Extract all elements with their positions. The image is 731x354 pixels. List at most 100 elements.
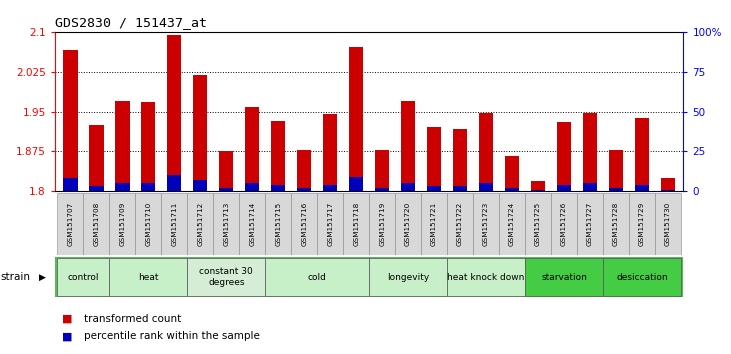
Bar [110, 258, 187, 296]
Text: GSM151714: GSM151714 [249, 202, 255, 246]
Text: GSM151715: GSM151715 [276, 202, 281, 246]
Text: GSM151727: GSM151727 [587, 202, 593, 246]
Text: GSM151728: GSM151728 [613, 202, 619, 246]
Bar [135, 193, 162, 255]
Text: control: control [68, 273, 99, 281]
Bar [505, 156, 519, 191]
Bar [609, 188, 623, 191]
Text: strain: strain [0, 272, 30, 282]
Bar [375, 188, 390, 191]
Bar [583, 113, 597, 191]
Text: heat: heat [138, 273, 159, 281]
Bar [551, 193, 577, 255]
Text: GSM151712: GSM151712 [197, 202, 203, 246]
Bar [525, 193, 551, 255]
Bar [603, 193, 629, 255]
Text: GSM151710: GSM151710 [145, 202, 151, 246]
Text: heat knock down: heat knock down [447, 273, 525, 281]
Bar [453, 129, 467, 191]
Bar [525, 258, 603, 296]
Text: ▶: ▶ [39, 273, 45, 281]
Text: GSM151708: GSM151708 [94, 202, 99, 246]
Bar [297, 188, 311, 191]
Bar [401, 183, 415, 191]
Bar [447, 258, 525, 296]
Bar [193, 180, 208, 191]
Text: longevity: longevity [387, 273, 429, 281]
Text: GSM151720: GSM151720 [405, 202, 411, 246]
Bar [635, 118, 649, 191]
Bar [655, 193, 681, 255]
Bar [323, 185, 337, 191]
Bar [115, 101, 129, 191]
Bar [349, 177, 363, 191]
Bar [375, 150, 390, 191]
Bar [291, 193, 317, 255]
Bar [421, 193, 447, 255]
Bar [479, 113, 493, 191]
Bar [635, 185, 649, 191]
Bar [187, 258, 265, 296]
Bar [369, 193, 395, 255]
Bar [557, 185, 571, 191]
Text: constant 30
degrees: constant 30 degrees [200, 267, 253, 287]
Bar [427, 186, 442, 191]
Bar [447, 193, 473, 255]
Bar [401, 101, 415, 191]
Bar [323, 114, 337, 191]
Bar [661, 190, 675, 191]
Bar [427, 127, 442, 191]
Bar [141, 183, 156, 191]
Text: GSM151730: GSM151730 [665, 202, 671, 246]
Bar [629, 193, 655, 255]
Bar [64, 51, 77, 191]
Text: GSM151721: GSM151721 [431, 202, 437, 246]
Bar [213, 193, 239, 255]
Bar [317, 193, 343, 255]
Text: GSM151718: GSM151718 [353, 202, 359, 246]
Text: starvation: starvation [541, 273, 587, 281]
Bar [609, 150, 623, 191]
Bar [115, 183, 129, 191]
Bar [58, 193, 83, 255]
Text: GSM151707: GSM151707 [67, 202, 73, 246]
Bar [162, 193, 187, 255]
Text: GSM151729: GSM151729 [639, 202, 645, 246]
Bar [219, 188, 233, 191]
Bar [245, 107, 260, 191]
Bar [505, 188, 519, 191]
Text: GSM151722: GSM151722 [457, 202, 463, 246]
Bar [395, 193, 421, 255]
Text: GSM151724: GSM151724 [509, 202, 515, 246]
Text: GSM151711: GSM151711 [171, 202, 178, 246]
Bar [531, 181, 545, 191]
Bar [557, 122, 571, 191]
Bar [193, 75, 208, 191]
Text: GSM151709: GSM151709 [119, 202, 126, 246]
Bar [187, 193, 213, 255]
Text: GSM151723: GSM151723 [483, 202, 489, 246]
Bar [577, 193, 603, 255]
Bar [271, 185, 285, 191]
Bar [297, 150, 311, 191]
Bar [167, 175, 181, 191]
Text: GSM151713: GSM151713 [223, 202, 230, 246]
Bar [369, 258, 447, 296]
Text: GSM151716: GSM151716 [301, 202, 307, 246]
Text: GSM151719: GSM151719 [379, 202, 385, 246]
Bar [583, 183, 597, 191]
Bar [453, 186, 467, 191]
Text: percentile rank within the sample: percentile rank within the sample [84, 331, 260, 341]
Bar [167, 35, 181, 191]
Bar [219, 152, 233, 191]
Bar [239, 193, 265, 255]
Text: ■: ■ [62, 331, 72, 341]
Bar [661, 178, 675, 191]
Bar [499, 193, 525, 255]
Text: transformed count: transformed count [84, 314, 181, 324]
Text: GSM151725: GSM151725 [535, 202, 541, 246]
Bar [265, 193, 291, 255]
Bar [271, 121, 285, 191]
Text: cold: cold [308, 273, 327, 281]
Bar [141, 102, 156, 191]
